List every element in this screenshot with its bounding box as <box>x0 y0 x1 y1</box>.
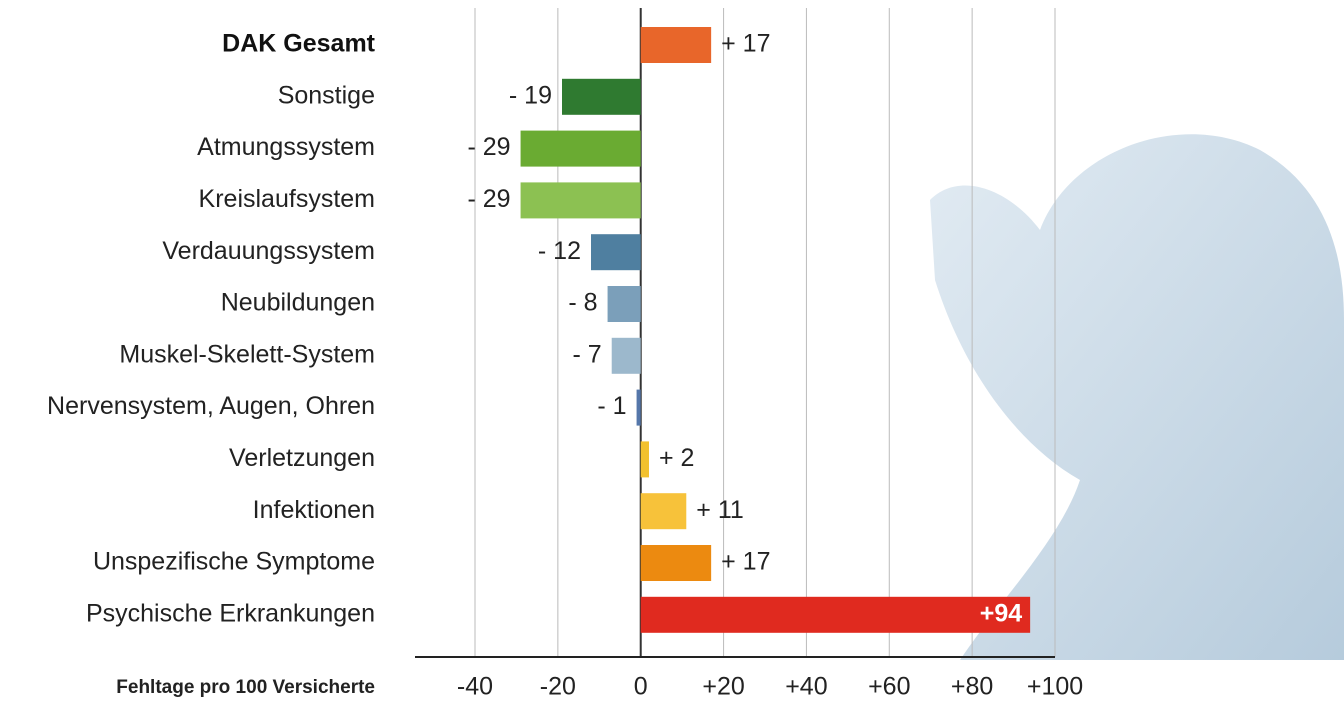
bar <box>608 286 641 322</box>
category-label: Sonstige <box>278 81 375 109</box>
category-label: DAK Gesamt <box>222 30 375 58</box>
value-label: - 1 <box>597 392 626 420</box>
bar <box>641 545 711 581</box>
value-label: - 29 <box>467 185 510 213</box>
category-label: Verletzungen <box>229 444 375 472</box>
bar <box>637 390 641 426</box>
x-tick-label: +60 <box>868 673 910 701</box>
bar <box>612 338 641 374</box>
x-tick-label: -20 <box>540 673 576 701</box>
photo-figure <box>930 134 1344 660</box>
x-tick-label: 0 <box>634 673 648 701</box>
value-label: - 12 <box>538 237 581 265</box>
chart: Fehltage pro 100 Versicherte -40 -20 0 +20 +… <box>0 0 1344 704</box>
bar <box>562 79 641 115</box>
category-label: Psychische Erkrankungen <box>86 599 375 627</box>
x-tick-label: -40 <box>457 673 493 701</box>
bar <box>521 182 641 218</box>
category-label: Unspezifische Symptome <box>93 548 375 576</box>
category-label: Kreislaufsystem <box>199 185 375 213</box>
value-label: +94 <box>980 599 1023 627</box>
value-label: - 29 <box>467 133 510 161</box>
bar <box>521 131 641 167</box>
bar <box>641 27 711 63</box>
value-label: - 7 <box>573 340 602 368</box>
value-label: - 19 <box>509 81 552 109</box>
bar <box>641 493 687 529</box>
value-label: + 2 <box>659 444 694 472</box>
bar <box>641 441 649 477</box>
category-label: Verdauungssystem <box>162 237 375 265</box>
category-label: Nervensystem, Augen, Ohren <box>47 392 375 420</box>
bar <box>641 597 1030 633</box>
x-tick-label: +100 <box>1027 673 1083 701</box>
value-label: + 11 <box>696 496 744 524</box>
category-label: Atmungssystem <box>197 133 375 161</box>
bar <box>591 234 641 270</box>
x-tick-label: +80 <box>951 673 993 701</box>
value-label: + 17 <box>721 30 770 58</box>
value-label: - 8 <box>568 289 597 317</box>
category-label: Muskel-Skelett-System <box>119 340 375 368</box>
x-axis-label: Fehltage pro 100 Versicherte <box>116 677 375 698</box>
x-tick-label: +20 <box>702 673 744 701</box>
x-tick-label: +40 <box>785 673 827 701</box>
category-label: Infektionen <box>253 496 375 524</box>
value-label: + 17 <box>721 548 770 576</box>
category-label: Neubildungen <box>221 289 375 317</box>
